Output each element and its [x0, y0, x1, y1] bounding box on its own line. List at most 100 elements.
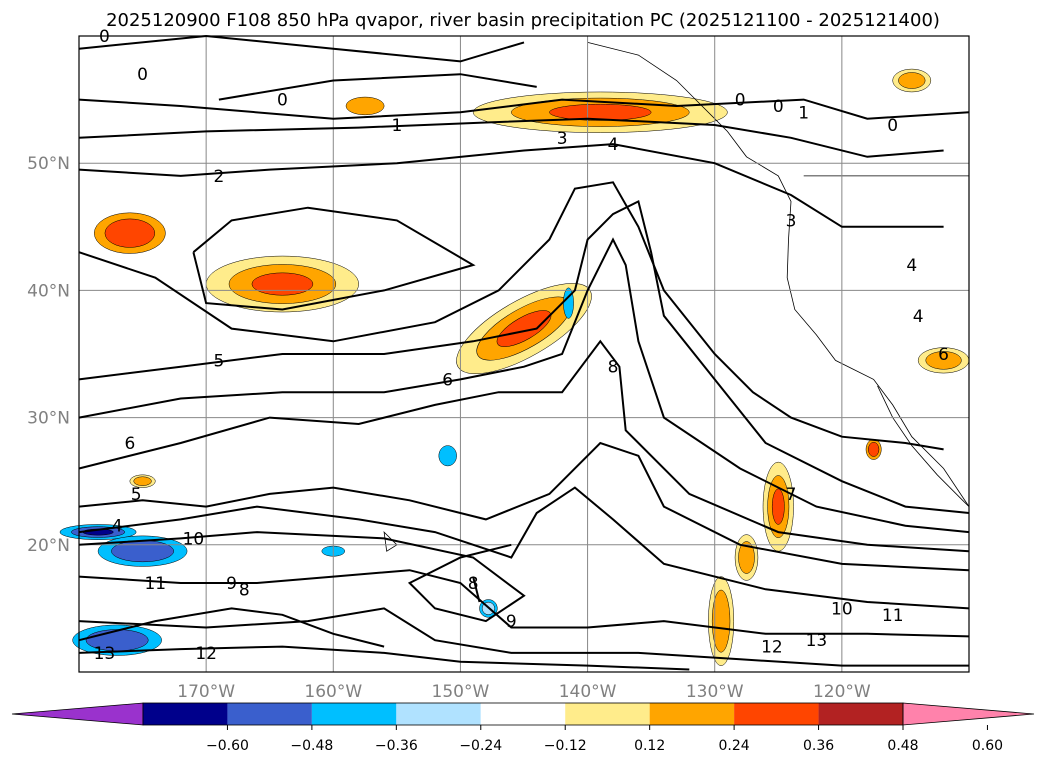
coastline — [383, 530, 398, 552]
colorbar-segment — [649, 703, 735, 725]
precip-pc-patch — [345, 96, 385, 116]
precip-pc-patch — [133, 476, 152, 486]
colorbar-segment — [396, 703, 481, 725]
colorbar-tick-label: −0.48 — [290, 738, 333, 754]
contour-label: 5 — [131, 485, 142, 505]
contour-label: 12 — [195, 644, 217, 664]
contour-label: 0 — [887, 116, 898, 136]
contour-label: 13 — [94, 644, 116, 664]
colorbar-tick-label: 0.60 — [972, 738, 1003, 754]
contour-label: 13 — [806, 631, 828, 651]
y-tick-label: 40°N — [27, 281, 70, 301]
contour-line — [78, 143, 944, 228]
colorbar-segment — [565, 703, 650, 725]
contour-label: 3 — [557, 129, 568, 149]
contour-label: 6 — [938, 345, 949, 365]
contour-label: 0 — [735, 91, 746, 111]
contour-label: 8 — [239, 580, 250, 600]
colorbar-tick-label: −0.24 — [459, 738, 502, 754]
contour-line — [78, 117, 944, 158]
colorbar-tick-label: −0.12 — [544, 738, 587, 754]
contour-label: 10 — [831, 599, 853, 619]
precip-pc-patch — [711, 589, 731, 653]
contour-line — [78, 339, 970, 553]
contour-label: 0 — [137, 65, 148, 85]
precip-pc-patch — [868, 442, 880, 457]
contour-label: 2 — [213, 167, 224, 187]
y-tick-label: 30°N — [27, 409, 70, 429]
x-axis-ticks: 170°W 160°W 150°W 140°W 130°W 120°W — [177, 682, 871, 702]
colorbar-extend-low — [11, 702, 144, 726]
contour-label: 8 — [468, 574, 479, 594]
contour-label: 0 — [773, 97, 784, 117]
colorbar-tick-label: 0.48 — [887, 738, 918, 754]
contour-line — [78, 569, 970, 638]
precip-pc-patch — [925, 351, 962, 370]
contour-line — [78, 34, 525, 63]
contour-line — [78, 237, 970, 534]
contour-line — [78, 607, 385, 648]
contour-label: 4 — [906, 256, 917, 276]
contour-label: 4 — [608, 135, 619, 155]
coastline — [587, 42, 970, 507]
precip-pc-patch — [251, 272, 314, 296]
chart-title: 2025120900 F108 850 hPa qvapor, river ba… — [106, 10, 940, 31]
contour-label: 1 — [391, 116, 402, 136]
precip-pc-patch — [549, 103, 652, 121]
contour-label: 11 — [882, 606, 904, 626]
colorbar-extend-high — [902, 702, 1035, 726]
contour-label: 4 — [112, 517, 123, 537]
contour-label: 12 — [761, 638, 783, 658]
contour-line — [78, 181, 944, 451]
precip-pc-patch — [438, 445, 457, 467]
contour-line — [78, 199, 970, 514]
contour-line — [192, 206, 476, 311]
contour-line — [78, 607, 969, 667]
x-tick-label: 130°W — [686, 682, 744, 702]
colorbar-segment — [734, 703, 819, 725]
contour-line — [78, 98, 970, 120]
x-tick-label: 160°W — [304, 682, 362, 702]
precip-pc-patch — [738, 541, 755, 574]
x-tick-label: 120°W — [813, 682, 871, 702]
contour-label: 4 — [913, 307, 924, 327]
x-tick-label: 170°W — [177, 682, 235, 702]
colorbar-tick-label: 0.24 — [719, 738, 750, 754]
colorbar-tick-label: −0.36 — [375, 738, 418, 754]
precip-pc-patch — [104, 218, 156, 248]
contour-label: 9 — [226, 574, 237, 594]
colorbar-tick-label: 0.12 — [634, 738, 665, 754]
map-frame — [78, 35, 970, 673]
precip-pc-patch — [111, 540, 174, 563]
colorbar-tick-label: −0.60 — [206, 738, 249, 754]
contour-label: 6 — [124, 434, 135, 454]
precip-pc-patch — [496, 310, 552, 347]
contour-label: 5 — [213, 351, 224, 371]
contour-label: 1 — [798, 103, 809, 123]
colorbar-segment — [480, 703, 566, 725]
coastlines — [383, 42, 970, 552]
contour-label: 8 — [608, 358, 619, 378]
x-tick-label: 150°W — [432, 682, 490, 702]
contour-line — [78, 486, 970, 610]
qvapor-contours — [78, 34, 970, 671]
contour-line — [218, 73, 537, 101]
y-tick-label: 20°N — [27, 536, 70, 556]
contour-label: 6 — [442, 370, 453, 390]
contour-line — [78, 645, 690, 671]
colorbar-segment — [227, 703, 312, 725]
contour-label: 11 — [144, 574, 166, 594]
x-tick-label: 140°W — [559, 682, 617, 702]
y-axis-ticks: 20°N 30°N 40°N 50°N — [27, 154, 70, 556]
contour-label: 7 — [786, 485, 797, 505]
contour-label: 3 — [786, 211, 797, 231]
colorbar-tick-label: 0.36 — [803, 738, 834, 754]
colorbar-frame — [142, 702, 904, 726]
y-tick-label: 50°N — [27, 154, 70, 174]
contour-line — [78, 441, 970, 572]
contour-label: 9 — [506, 612, 517, 632]
contour-label: 0 — [277, 91, 288, 111]
